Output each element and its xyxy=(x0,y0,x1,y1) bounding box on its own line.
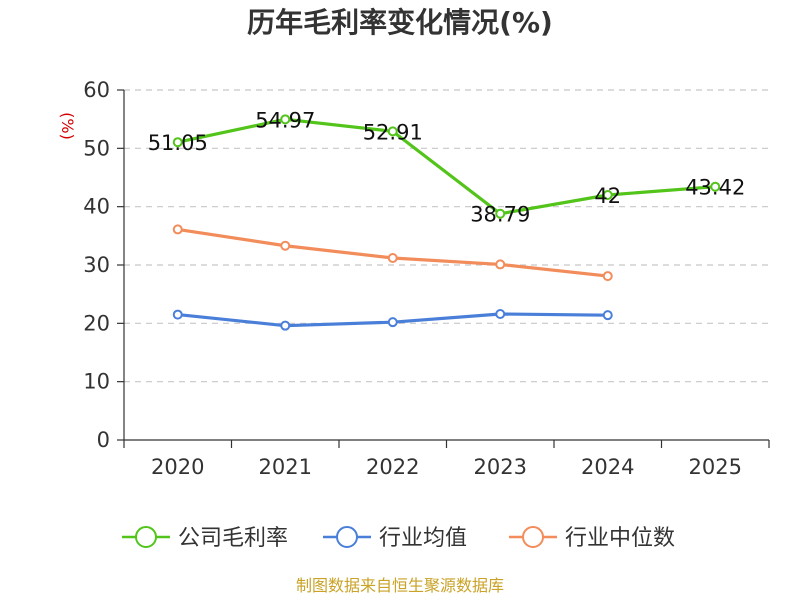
data-label: 38.79 xyxy=(470,203,530,227)
data-point xyxy=(602,271,613,282)
legend-item[interactable]: 行业中位数 xyxy=(509,526,675,551)
legend-label: 行业均值 xyxy=(379,526,467,551)
data-point xyxy=(602,190,613,200)
y-tick-label: 50 xyxy=(83,136,110,160)
data-point xyxy=(172,137,183,148)
legend-circle-icon xyxy=(336,526,358,548)
chart-title: 历年毛利率变化情况(%) xyxy=(247,6,553,39)
x-tick-label: 2020 xyxy=(151,455,204,479)
axes: 0 10 20 30 40 50 60 2020 2021 2022 2023 2024 2025 xyxy=(83,78,770,479)
data-point xyxy=(280,240,291,251)
data-label: 54.97 xyxy=(255,108,315,132)
data-point xyxy=(387,317,398,328)
series-line xyxy=(176,227,610,278)
legend-label: 公司毛利率 xyxy=(178,526,288,551)
x-tick-label: 2024 xyxy=(581,455,634,479)
series-2 xyxy=(172,309,613,331)
y-tick-label: 40 xyxy=(83,195,110,219)
y-tick-label: 20 xyxy=(83,311,110,335)
data-point xyxy=(387,253,398,263)
source-note: 制图数据来自恒生聚源数据库 xyxy=(296,576,504,595)
data-label: 42 xyxy=(594,184,621,208)
data-point xyxy=(280,114,291,125)
series-1: 51.05 54.97 52.91 38.79 42 43.42 xyxy=(148,108,746,226)
series-group: 51.05 54.97 52.91 38.79 42 43.42 xyxy=(148,108,746,331)
series-line xyxy=(176,117,717,216)
y-tick-label: 10 xyxy=(83,370,110,394)
y-tick-label: 30 xyxy=(83,253,110,277)
data-label: 52.91 xyxy=(363,120,423,144)
grid-lines xyxy=(124,89,769,383)
y-tick-label: 0 xyxy=(97,428,110,452)
x-tick-label: 2025 xyxy=(689,455,742,479)
data-label: 43.42 xyxy=(685,176,745,200)
legend-item[interactable]: 公司毛利率 xyxy=(122,526,288,551)
x-tick-label: 2022 xyxy=(366,455,419,479)
series-3 xyxy=(172,224,613,282)
y-tick-label: 60 xyxy=(83,78,110,102)
x-tick-label: 2023 xyxy=(474,455,527,479)
legend-circle-icon xyxy=(135,526,157,548)
data-point xyxy=(172,309,183,320)
data-point xyxy=(172,224,183,235)
data-point xyxy=(387,126,398,137)
legend[interactable]: 公司毛利率 行业均值 行业中位数 xyxy=(122,526,675,551)
legend-label: 行业中位数 xyxy=(565,526,675,551)
data-label: 51.05 xyxy=(148,131,208,155)
legend-circle-icon xyxy=(522,526,544,548)
data-point xyxy=(495,259,506,270)
data-point xyxy=(280,320,291,331)
data-point xyxy=(495,309,506,319)
data-point xyxy=(710,181,721,192)
y-axis-unit-label: (%) xyxy=(58,112,77,140)
data-point xyxy=(495,208,506,219)
x-tick-label: 2021 xyxy=(259,455,312,479)
data-point xyxy=(602,310,613,321)
legend-item[interactable]: 行业均值 xyxy=(323,526,467,551)
